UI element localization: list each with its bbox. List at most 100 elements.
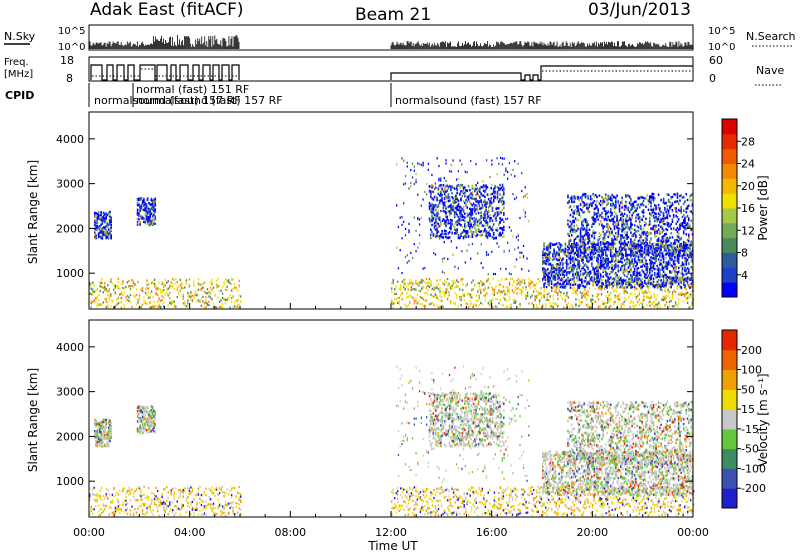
power-echo xyxy=(602,300,604,303)
power-echo xyxy=(656,303,659,306)
power-echo xyxy=(146,197,149,200)
power-echo xyxy=(542,267,544,270)
power-echo xyxy=(542,304,544,308)
power-echo xyxy=(648,276,651,280)
power-echo xyxy=(498,302,500,305)
power-echo xyxy=(476,191,479,194)
power-echo xyxy=(652,242,655,245)
power-echo xyxy=(584,249,587,253)
power-echo xyxy=(577,197,579,200)
power-echo xyxy=(496,207,499,210)
power-echo xyxy=(646,276,649,279)
power-echo xyxy=(485,232,487,235)
power-echo xyxy=(451,208,453,212)
power-echo xyxy=(677,293,680,296)
power-echo xyxy=(148,215,150,219)
power-echo xyxy=(162,305,165,308)
power-echo xyxy=(674,259,676,262)
power-echo xyxy=(601,254,603,258)
power-echo xyxy=(173,305,175,308)
power-echo xyxy=(173,300,175,303)
power-echo xyxy=(569,265,572,269)
power-echo xyxy=(641,300,644,303)
power-echo xyxy=(623,291,625,294)
power-echo xyxy=(442,233,445,236)
power-echo xyxy=(656,268,659,271)
power-echo xyxy=(594,193,597,197)
power-echo xyxy=(598,236,601,239)
power-echo xyxy=(599,256,602,260)
power-echo xyxy=(598,271,601,274)
power-echo xyxy=(591,216,593,220)
power-echo xyxy=(602,264,604,268)
power-echo xyxy=(573,260,576,263)
power-echo xyxy=(616,216,618,220)
power-echo xyxy=(453,215,456,219)
power-echo xyxy=(661,283,664,286)
power-echo xyxy=(685,293,687,296)
power-echo xyxy=(608,249,611,253)
power-echo xyxy=(560,277,563,280)
power-echo xyxy=(573,220,576,224)
power-echo xyxy=(592,266,594,270)
power-echo xyxy=(492,187,495,191)
power-echo xyxy=(572,230,574,233)
power-echo xyxy=(593,299,595,302)
power-echo xyxy=(447,210,450,213)
power-echo xyxy=(555,285,558,288)
power-echo xyxy=(415,279,417,282)
power-echo xyxy=(635,279,637,282)
power-echo xyxy=(181,286,183,289)
power-echo xyxy=(148,222,150,225)
power-echo xyxy=(659,268,661,271)
power-echo xyxy=(611,264,613,267)
power-echo xyxy=(214,294,216,297)
power-echo xyxy=(465,203,467,206)
power-echo xyxy=(643,251,646,254)
power-echo xyxy=(441,201,443,205)
power-echo xyxy=(548,263,550,266)
power-echo xyxy=(588,280,591,283)
power-echo xyxy=(221,296,224,300)
power-echo xyxy=(504,296,506,299)
nsearch-tick-bottom: 10^0 xyxy=(708,42,735,53)
power-echo xyxy=(154,217,157,221)
power-echo xyxy=(613,204,616,208)
power-echo xyxy=(680,278,683,282)
power-echo xyxy=(655,276,657,279)
power-echo xyxy=(574,245,577,248)
power-echo xyxy=(445,291,447,294)
power-echo xyxy=(456,223,459,227)
power-echo xyxy=(562,257,564,261)
power-echo xyxy=(592,222,594,226)
power-echo xyxy=(224,278,227,281)
power-echo xyxy=(618,240,621,243)
power-echo xyxy=(611,244,613,247)
power-echo xyxy=(525,288,527,291)
power-echo xyxy=(223,298,225,301)
power-echo xyxy=(655,254,657,257)
power-echo xyxy=(457,203,460,206)
power-echo xyxy=(564,298,567,301)
power-echo xyxy=(150,212,153,216)
power-echo xyxy=(592,218,594,222)
power-echo xyxy=(588,259,591,262)
power-echo xyxy=(449,285,452,288)
power-echo xyxy=(471,184,474,187)
power-echo xyxy=(607,194,610,198)
power-echo xyxy=(461,283,464,286)
power-echo xyxy=(633,257,636,260)
power-echo xyxy=(412,287,414,291)
power-echo xyxy=(671,291,674,294)
power-echo xyxy=(117,285,120,288)
power-echo xyxy=(474,207,476,210)
power-echo xyxy=(603,258,606,261)
power-echo xyxy=(593,199,596,203)
power-echo xyxy=(94,231,96,234)
power-echo xyxy=(598,252,601,256)
power-echo xyxy=(107,284,109,287)
power-echo xyxy=(637,287,639,291)
power-echo xyxy=(641,241,644,245)
power-echo xyxy=(490,286,493,289)
power-echo xyxy=(662,261,665,264)
